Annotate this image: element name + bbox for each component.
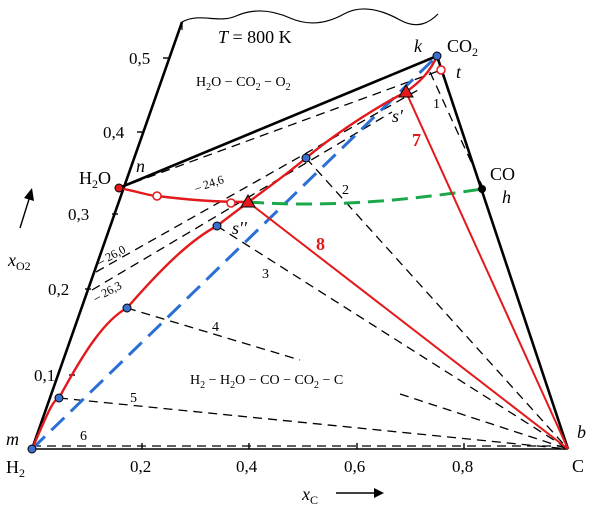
isobar-label-24-6: – 24,6	[192, 172, 226, 195]
tie-line-label-3: 3	[262, 267, 269, 282]
y-axis-label: xO2	[7, 250, 31, 273]
red-path-8	[247, 201, 569, 450]
y-tick-0-2: 0,2	[48, 280, 69, 299]
point-s-prime-label: s′	[392, 106, 404, 126]
point-b-label: b	[577, 422, 586, 442]
y-tick-0-3: 0,3	[68, 205, 89, 224]
tie-line-4	[126, 307, 301, 361]
x-tick-0-2: 0,2	[130, 457, 151, 476]
blue-dot-1	[301, 153, 311, 163]
x-tick-0-8: 0,8	[452, 457, 473, 476]
x-axis-label: xC	[301, 484, 318, 506]
point-m-label: m	[6, 429, 19, 449]
isobar-24-6	[118, 69, 442, 189]
tie-line-5	[58, 397, 569, 450]
blue-dashed-line	[30, 54, 439, 451]
upper-region-label: H2O − CO2 − O2	[196, 75, 291, 93]
tie-line-t-c	[440, 69, 569, 450]
x-axis-ticks	[141, 443, 465, 449]
co-line	[429, 71, 485, 191]
tie-line-label-5: 5	[130, 391, 137, 406]
isobar-label-26-3: – 26,3	[90, 278, 124, 305]
boundary-h2o-co2	[118, 54, 438, 190]
x-axis-arrow	[336, 488, 384, 498]
path-label-7: 7	[412, 130, 421, 150]
wavy-top-edge	[181, 8, 439, 26]
point-t-label: t	[456, 62, 462, 82]
y-tick-0-5: 0,5	[129, 49, 150, 68]
point-m-marker	[27, 444, 37, 454]
tie-line-2	[305, 157, 569, 450]
markers	[27, 51, 486, 454]
point-n-label: n	[136, 156, 145, 176]
lower-region-label: H2 − H2O − CO − CO2 − C	[190, 373, 343, 391]
point-k-marker	[432, 51, 442, 61]
open-marker-2	[226, 198, 236, 208]
point-h-marker	[478, 185, 486, 193]
tie-line-label-1: 1	[433, 97, 440, 112]
y-tick-0-1: 0,1	[34, 366, 55, 385]
c-label: C	[572, 456, 584, 476]
point-n-marker	[114, 183, 124, 193]
point-h-label: h	[502, 187, 511, 207]
boundary-h2-top	[30, 21, 184, 450]
open-marker-t	[436, 65, 446, 75]
red-path-7	[405, 91, 569, 450]
h2o-label: H2O	[79, 168, 111, 191]
blue-dot-4	[54, 393, 64, 403]
blue-dot-2	[212, 221, 222, 231]
h2-label: H2	[6, 457, 25, 480]
path-label-8: 8	[316, 234, 325, 254]
point-k-label: k	[414, 36, 423, 56]
isobar-26-3	[91, 111, 393, 291]
point-s-dprime-label: s′′	[232, 218, 248, 238]
x-tick-0-4: 0,4	[236, 457, 258, 476]
green-dashed-curve	[247, 187, 483, 206]
tie-line-label-6: 6	[80, 429, 87, 444]
x-tick-0-6: 0,6	[344, 457, 365, 476]
triangle-s-dprime	[240, 194, 256, 208]
tie-line-3	[216, 225, 569, 450]
y-tick-0-4: 0,4	[103, 123, 125, 142]
tie-line-label-2: 2	[342, 183, 349, 198]
y-axis-arrow	[19, 188, 34, 229]
blue-dot-3	[122, 303, 132, 313]
triangle-s-prime	[398, 84, 414, 98]
open-marker-1	[152, 191, 162, 201]
co-label: CO	[490, 164, 515, 184]
isobar-26-0	[95, 89, 419, 273]
tie-line-label-4: 4	[212, 320, 219, 335]
tie-lines	[32, 55, 569, 450]
isobar-label-26-0: – 26,0	[94, 242, 128, 269]
co2-label: CO2	[447, 36, 478, 59]
temperature-label: T = 800 K	[218, 27, 292, 47]
